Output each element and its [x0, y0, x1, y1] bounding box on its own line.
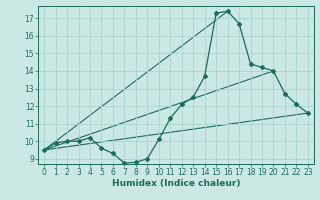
X-axis label: Humidex (Indice chaleur): Humidex (Indice chaleur)	[112, 179, 240, 188]
